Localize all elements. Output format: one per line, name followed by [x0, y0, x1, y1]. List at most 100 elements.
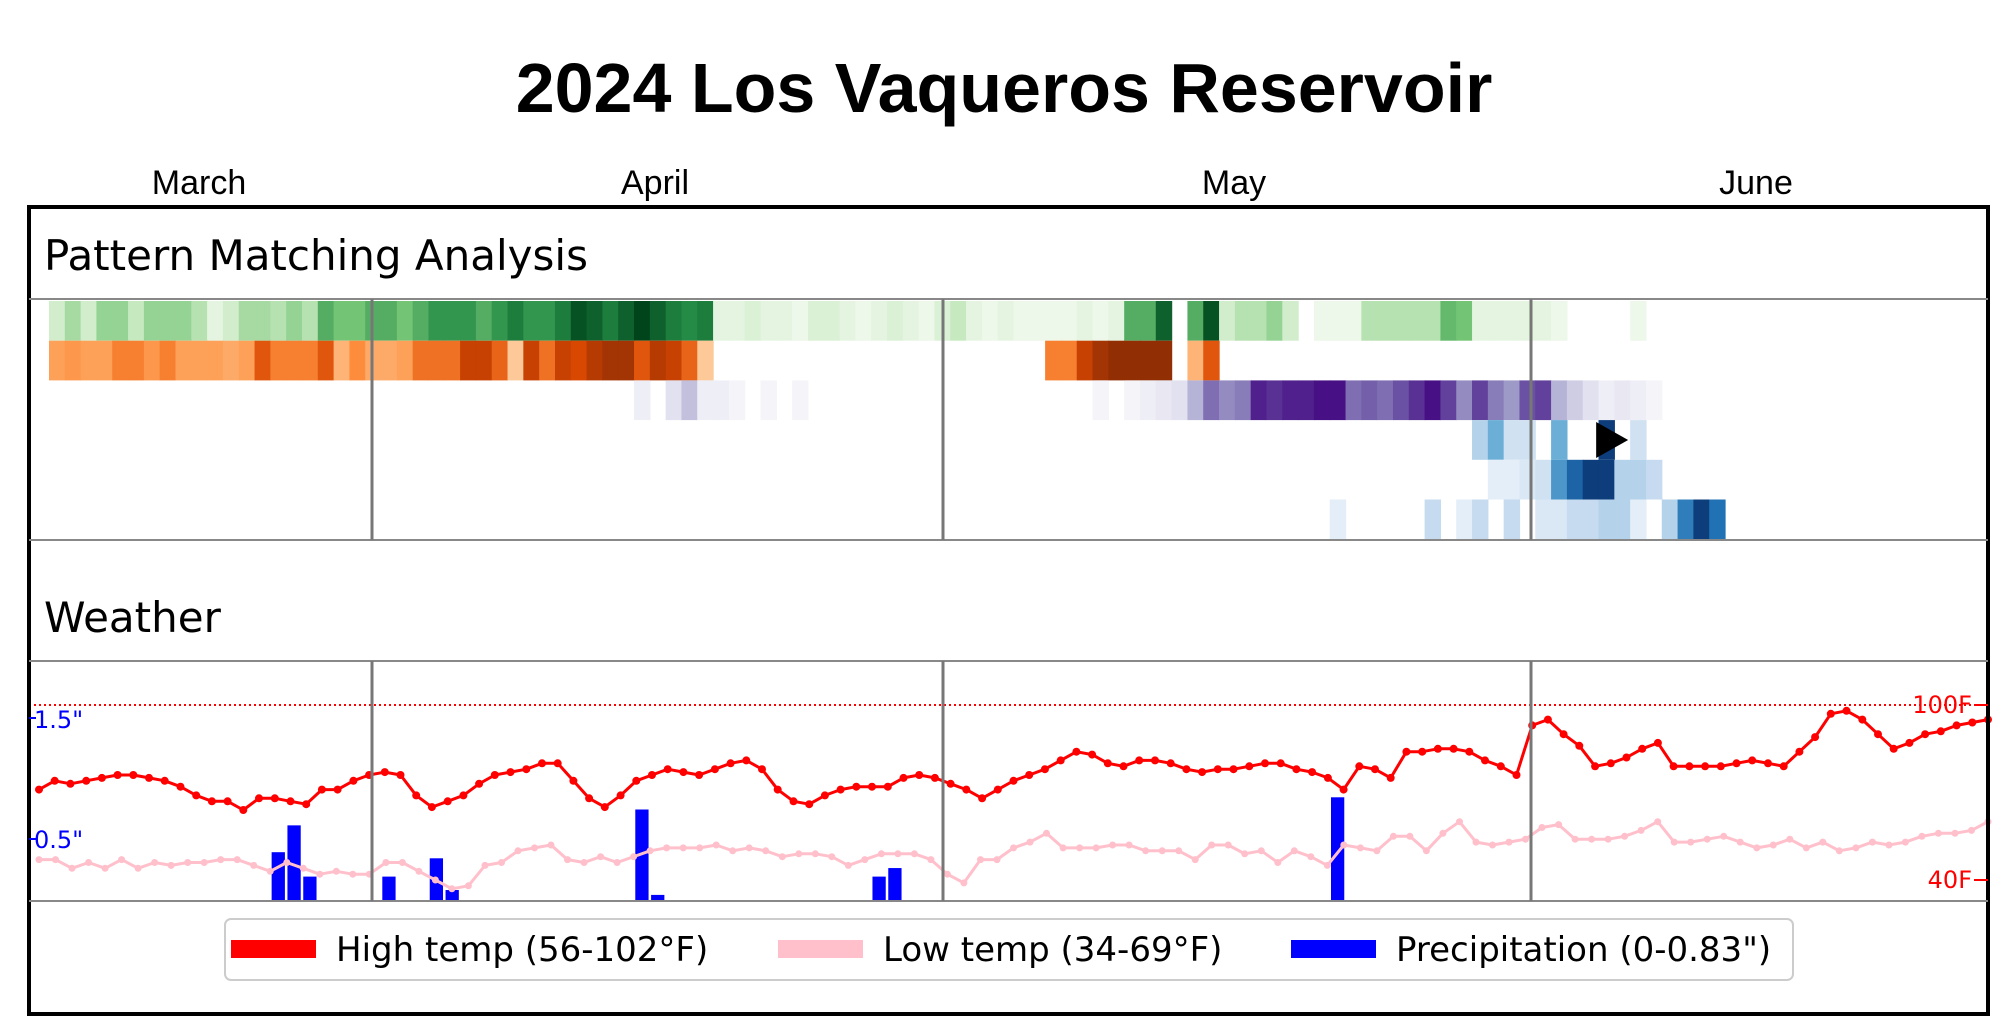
- heatmap-cell-oranges: [602, 340, 619, 381]
- high-temp-point: [1543, 715, 1552, 724]
- high-temp-point: [1606, 759, 1615, 768]
- low-temp-point: [1059, 844, 1067, 852]
- heatmap-cell-oranges: [80, 340, 98, 381]
- heatmap-cell-greens: [349, 301, 366, 341]
- heatmap-cell-greens: [80, 301, 98, 341]
- low-temp-point: [431, 876, 439, 884]
- heatmap-cell-oranges: [681, 340, 698, 381]
- high-temp-point: [1622, 753, 1631, 762]
- outer-border: [27, 205, 1990, 1016]
- heatmap-cell-greens: [602, 301, 619, 341]
- heatmap-cell-greens: [681, 301, 698, 341]
- high-temp-point: [868, 782, 876, 791]
- low-temp-point: [1456, 818, 1463, 826]
- heatmap-cell-greens: [618, 301, 635, 341]
- heatmap-cell-purples: [1598, 380, 1615, 421]
- low-temp-point: [712, 841, 720, 849]
- heatmap-cell-blues: [1598, 459, 1615, 500]
- high-temp-point: [962, 785, 971, 794]
- low-temp-point: [217, 856, 225, 864]
- heatmap-cell-purples: [728, 380, 746, 421]
- pattern-heatmap: [49, 301, 1726, 540]
- heatmap-cell-blues: [1487, 420, 1505, 460]
- low-temp-point: [795, 850, 803, 858]
- low-temp-point: [663, 844, 671, 852]
- heatmap-cell-blues: [1503, 459, 1521, 500]
- low-temp-point: [1588, 835, 1596, 843]
- high-temp-point: [1905, 738, 1914, 747]
- heatmap-cell-purples: [1472, 380, 1489, 421]
- high-temp-point: [129, 771, 138, 779]
- low-temp-point: [1010, 844, 1017, 852]
- heatmap-cell-purples: [1645, 380, 1663, 421]
- heatmap-cell-greens: [776, 301, 793, 341]
- heatmap-cell-blues: [1503, 499, 1521, 540]
- heatmap-cell-purples: [697, 380, 714, 421]
- low-temp-point: [580, 859, 588, 866]
- heatmap-cell-purples: [665, 380, 683, 421]
- high-temp-point: [1764, 759, 1772, 768]
- heatmap-cell-greens: [1424, 301, 1442, 341]
- heatmap-cell-purples: [1187, 380, 1204, 421]
- high-temp-point: [443, 797, 452, 806]
- heatmap-cell-oranges: [1092, 340, 1109, 381]
- low-temp-point: [448, 885, 456, 893]
- heatmap-cell-purples: [1329, 380, 1347, 421]
- low-temp-point: [1852, 844, 1860, 852]
- high-temp-point: [1653, 738, 1662, 747]
- low-temp-point: [1522, 835, 1529, 843]
- low-temp-point: [1868, 838, 1876, 846]
- low-temp-point: [778, 853, 786, 861]
- heatmap-cell-greens: [792, 301, 809, 341]
- heatmap-cell-purples: [1124, 380, 1141, 421]
- low-temp-point: [1092, 844, 1100, 852]
- low-temp-point: [1802, 844, 1810, 852]
- low-temp-point: [1208, 841, 1216, 849]
- heatmap-cell-oranges: [317, 340, 335, 381]
- heatmap-cell-greens: [665, 301, 683, 341]
- heatmap-cell-oranges: [507, 340, 524, 381]
- heatmap-cell-greens: [1155, 301, 1173, 341]
- low-temp-point: [1736, 838, 1744, 846]
- heatmap-cell-purples: [1614, 380, 1631, 421]
- high-temp-point: [396, 771, 405, 779]
- low-temp-point: [943, 870, 951, 878]
- heatmap-cell-blues: [1519, 420, 1536, 460]
- heatmap-cell-greens: [823, 301, 841, 341]
- heatmap-cell-greens: [444, 301, 461, 341]
- heatmap-cell-purples: [1456, 380, 1473, 421]
- month-label-june: June: [1719, 164, 1793, 202]
- high-temp-point: [1402, 747, 1411, 756]
- heatmap-cell-blues: [1424, 499, 1442, 540]
- low-temp-point: [646, 847, 654, 855]
- low-temp-point: [1257, 847, 1265, 855]
- heatmap-cell-oranges: [491, 340, 509, 381]
- heatmap-cell-oranges: [444, 340, 461, 381]
- high-temp-point: [1088, 750, 1097, 759]
- high-temp-point: [1936, 727, 1945, 736]
- heatmap-cell-blues: [1551, 420, 1568, 460]
- low-temp-point: [531, 844, 538, 852]
- low-temp-point: [184, 859, 192, 866]
- low-temp-point: [1901, 838, 1909, 846]
- low-temp-point: [894, 850, 902, 858]
- low-temp-point: [1654, 818, 1662, 826]
- low-temp-point: [1109, 841, 1117, 849]
- high-temp-point: [1323, 773, 1332, 782]
- high-temp-point: [160, 776, 169, 785]
- low-temp-point: [828, 853, 836, 861]
- low-temp-point: [85, 859, 93, 866]
- high-temp-point: [1826, 709, 1835, 718]
- heatmap-cell-blues: [1693, 499, 1710, 540]
- heatmap-cell-greens: [1503, 301, 1521, 341]
- heatmap-cell-greens: [902, 301, 920, 341]
- heatmap-cell-greens: [1139, 301, 1157, 341]
- high-temp-point: [1858, 715, 1867, 724]
- high-temp-point: [113, 771, 122, 779]
- heatmap-cell-purples: [681, 380, 698, 421]
- low-temp-point: [1571, 835, 1579, 843]
- high-temp-point: [993, 785, 1002, 794]
- precip-bar: [445, 890, 459, 901]
- low-temp-point: [1489, 841, 1496, 849]
